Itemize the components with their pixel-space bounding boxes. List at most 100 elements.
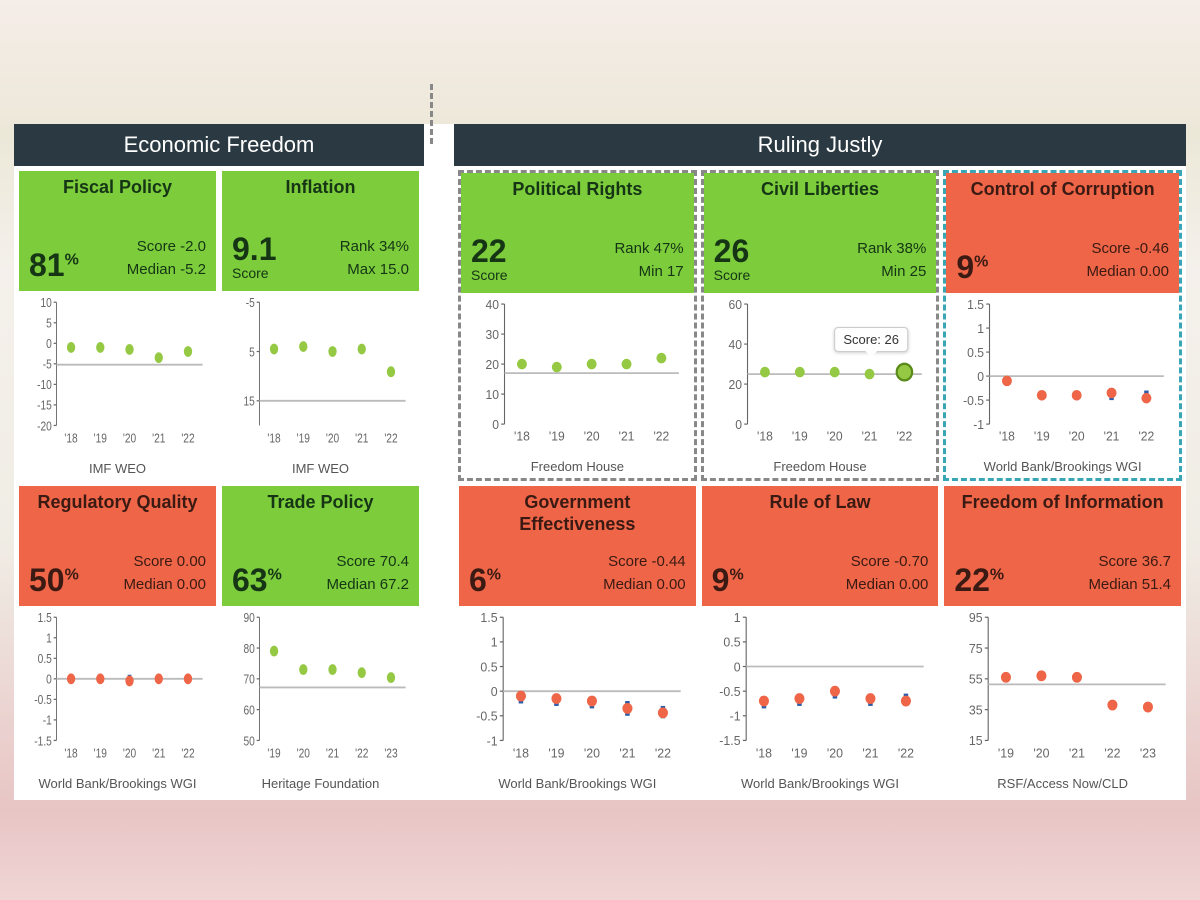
indicator-card[interactable]: Control of Corruption9%Score -0.46Median…	[943, 170, 1182, 481]
mini-chart: 1.510.50-0.5-1'18'19'20'21'22World Bank/…	[946, 293, 1179, 478]
side-metrics: Score 70.4Median 67.2	[326, 551, 409, 596]
svg-text:1: 1	[733, 610, 740, 625]
indicator-card[interactable]: Inflation9.1ScoreRank 34%Max 15.0-5515'1…	[221, 170, 420, 481]
card-metrics: 26ScoreRank 38%Min 25	[714, 209, 927, 283]
svg-text:'21: '21	[355, 430, 368, 446]
source-label: World Bank/Brookings WGI	[702, 776, 939, 791]
source-label: Heritage Foundation	[222, 776, 419, 791]
svg-text:-0.5: -0.5	[963, 393, 984, 407]
svg-text:'21: '21	[861, 429, 877, 443]
indicator-card[interactable]: Government Effectiveness6%Score -0.44Med…	[458, 485, 697, 796]
svg-text:55: 55	[969, 671, 983, 687]
card-metrics: 9.1ScoreRank 34%Max 15.0	[232, 207, 409, 281]
source-label: World Bank/Brookings WGI	[19, 776, 216, 791]
svg-text:'22: '22	[355, 745, 368, 761]
main-value: 6%	[469, 564, 501, 596]
svg-text:40: 40	[728, 337, 742, 351]
svg-text:1.5: 1.5	[38, 610, 53, 625]
svg-text:'18: '18	[999, 429, 1015, 443]
mini-chart: -5515'18'19'20'21'22IMF WEO	[222, 291, 419, 480]
svg-text:-1: -1	[487, 733, 498, 749]
svg-text:'18: '18	[64, 430, 78, 446]
svg-text:'18: '18	[757, 429, 773, 443]
svg-text:0.5: 0.5	[480, 659, 497, 675]
svg-text:0: 0	[978, 369, 985, 383]
svg-text:'19: '19	[791, 745, 807, 761]
svg-text:'19: '19	[548, 745, 564, 761]
svg-text:'21: '21	[619, 429, 635, 443]
svg-text:'19: '19	[297, 430, 311, 446]
main-value: 81%	[29, 249, 79, 281]
indicator-card[interactable]: Rule of Law9%Score -0.70Median 0.0010.50…	[701, 485, 940, 796]
svg-text:-5: -5	[246, 295, 255, 310]
indicator-card[interactable]: Freedom of Information 22%Score 36.7Media…	[943, 485, 1182, 796]
svg-text:'19: '19	[94, 745, 108, 761]
indicator-card[interactable]: Political Rights22ScoreRank 47%Min 17403…	[458, 170, 697, 481]
side-metrics: Score -0.44Median 0.00	[603, 551, 686, 596]
svg-text:'19: '19	[792, 429, 808, 443]
svg-text:'18: '18	[756, 745, 772, 761]
side-metrics: Rank 47%Min 17	[614, 238, 683, 283]
svg-text:'22: '22	[384, 430, 397, 446]
indicator-card[interactable]: Civil Liberties 26ScoreRank 38%Min 25 60 40…	[701, 170, 940, 481]
svg-text:20: 20	[728, 377, 742, 391]
mini-chart: 1.510.50-0.5-1-1.5'18'19'20'21'22World B…	[19, 606, 216, 795]
card-metrics: 22%Score 36.7Median 51.4	[954, 522, 1171, 596]
card-title: Regulatory Quality	[29, 492, 206, 514]
svg-text:'20: '20	[297, 745, 311, 761]
group-header: Economic Freedom	[14, 124, 424, 166]
svg-text:'21: '21	[619, 745, 635, 761]
svg-text:'21: '21	[152, 430, 165, 446]
svg-text:-5: -5	[43, 356, 52, 372]
side-metrics: Score 36.7Median 51.4	[1088, 551, 1171, 596]
svg-text:1.5: 1.5	[480, 610, 497, 625]
svg-text:0: 0	[735, 417, 742, 431]
cards-grid: Fiscal Policy81%Score -2.0Median -5.2105…	[14, 166, 424, 800]
svg-text:90: 90	[243, 610, 255, 625]
mini-chart: 10.50-0.5-1-1.5'18'19'20'21'22World Bank…	[702, 606, 939, 795]
svg-text:0: 0	[733, 659, 740, 675]
svg-text:0: 0	[491, 684, 498, 700]
card-title: Inflation	[232, 177, 409, 199]
svg-text:'19: '19	[998, 745, 1014, 761]
svg-text:1.5: 1.5	[967, 297, 984, 311]
svg-text:1: 1	[491, 634, 498, 650]
card-title: Freedom of Information	[954, 492, 1171, 514]
source-label: World Bank/Brookings WGI	[946, 459, 1179, 474]
side-metrics: Score -0.46Median 0.00	[1086, 238, 1169, 283]
svg-text:95: 95	[969, 610, 983, 625]
card-title: Civil Liberties	[714, 179, 927, 201]
svg-text:70: 70	[243, 671, 255, 687]
indicator-card[interactable]: Trade Policy63%Score 70.4Median 67.29080…	[221, 485, 420, 796]
panel-group: Ruling JustlyPolitical Rights22ScoreRank…	[454, 124, 1186, 800]
svg-text:60: 60	[728, 297, 742, 311]
svg-text:'22: '22	[1139, 429, 1155, 443]
mini-chart: 6040200'18'19'20'21'22Freedom HouseScore…	[704, 293, 937, 478]
card-header: Political Rights22ScoreRank 47%Min 17	[461, 173, 694, 293]
side-metrics: Score 0.00Median 0.00	[123, 551, 206, 596]
source-label: Freedom House	[461, 459, 694, 474]
source-label: IMF WEO	[222, 461, 419, 476]
svg-text:'22: '22	[655, 745, 671, 761]
card-metrics: 50%Score 0.00Median 0.00	[29, 522, 206, 596]
indicator-card[interactable]: Regulatory Quality 50%Score 0.00Median 0.…	[18, 485, 217, 796]
svg-text:15: 15	[969, 733, 983, 749]
indicator-card[interactable]: Fiscal Policy81%Score -2.0Median -5.2105…	[18, 170, 217, 481]
svg-text:'20: '20	[123, 430, 137, 446]
svg-text:'19: '19	[267, 745, 281, 761]
svg-text:'22: '22	[181, 430, 194, 446]
svg-text:'19: '19	[94, 430, 108, 446]
svg-text:-1: -1	[974, 417, 985, 431]
svg-text:'20: '20	[584, 429, 600, 443]
svg-text:60: 60	[243, 702, 255, 718]
svg-text:'22: '22	[181, 745, 194, 761]
svg-text:'22: '22	[653, 429, 669, 443]
svg-text:'22: '22	[898, 745, 914, 761]
source-label: IMF WEO	[19, 461, 216, 476]
group-header: Ruling Justly	[454, 124, 1186, 166]
card-header: Regulatory Quality 50%Score 0.00Median 0.…	[19, 486, 216, 606]
svg-text:'20: '20	[326, 430, 340, 446]
svg-text:'18: '18	[64, 745, 78, 761]
svg-text:5: 5	[46, 315, 52, 331]
svg-text:'23: '23	[384, 745, 398, 761]
